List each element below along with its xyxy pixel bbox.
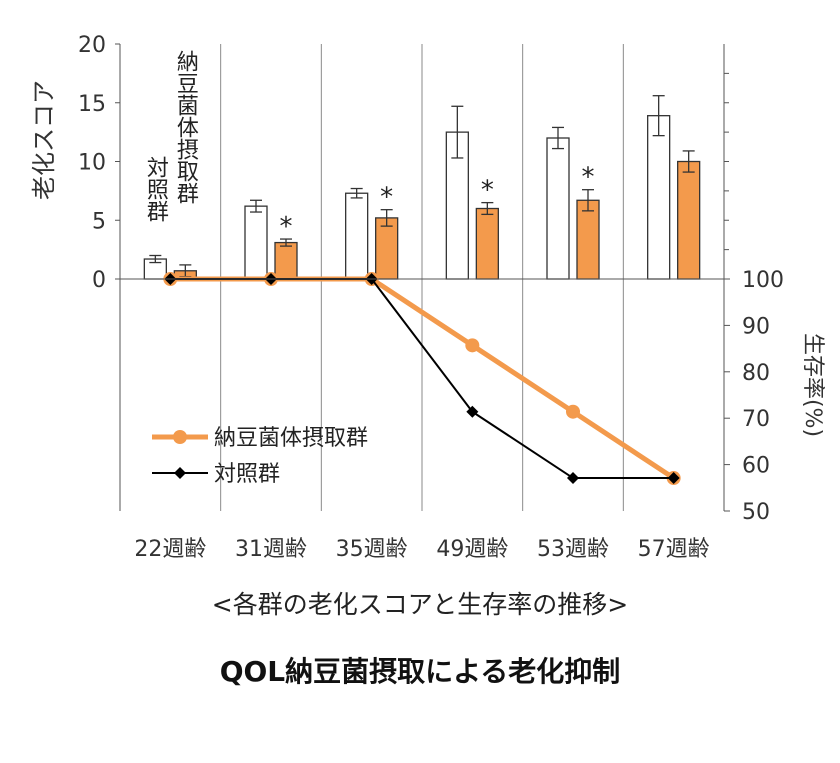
score-tick-label: 20 (78, 33, 106, 58)
survival-axis-label: 生存率(%) (800, 333, 825, 437)
axes (115, 43, 730, 512)
chart-subtitle: <各群の老化スコアと生存率の推移> (211, 590, 629, 619)
survival-point (567, 472, 579, 485)
significance-mark: * (481, 176, 494, 206)
bar (345, 192, 369, 280)
survival-tick-label: 100 (742, 268, 784, 293)
survival-point (466, 405, 479, 418)
legend-marker (174, 467, 186, 479)
category-label: 35週齢 (336, 537, 408, 562)
survival-point (566, 404, 580, 419)
significance-mark: * (380, 183, 393, 213)
bar (677, 160, 701, 280)
score-tick-label: 10 (78, 151, 106, 176)
category-label: 53週齢 (537, 537, 609, 562)
category-label: 22週齢 (134, 537, 206, 562)
vertical-gridlines (220, 44, 624, 511)
survival-tick-label: 60 (742, 454, 770, 479)
category-label: 49週齢 (436, 537, 508, 562)
survival-tick-label: 50 (742, 500, 770, 525)
category-label: 31週齢 (235, 537, 307, 562)
bar (546, 137, 570, 280)
significance-mark: * (280, 212, 293, 242)
survival-tick-label: 90 (742, 314, 770, 339)
bar (576, 199, 600, 280)
bar (647, 115, 671, 280)
bar (244, 205, 268, 280)
bar-series: * * * * (143, 95, 701, 280)
bar (375, 217, 399, 280)
score-axis-label: 老化スコア (30, 80, 58, 200)
score-tick-label: 5 (92, 209, 106, 234)
bar-label-natto: 納豆菌体摂取群 (173, 50, 199, 204)
category-label: 57週齢 (638, 537, 710, 562)
score-tick-label: 15 (78, 92, 106, 117)
survival-tick-label: 80 (742, 361, 770, 386)
survival-point (667, 472, 680, 485)
significance-mark: * (582, 163, 595, 193)
bar (475, 207, 499, 280)
legend-label: 納豆菌体摂取群 (214, 426, 368, 451)
figure-title: QOL納豆菌摂取による老化抑制 (219, 655, 621, 688)
legend-label: 対照群 (214, 462, 280, 487)
bar (274, 241, 298, 280)
survival-tick-label: 70 (742, 407, 770, 432)
bar-label-control: 対照群 (143, 156, 169, 222)
survival-point (465, 338, 480, 353)
legend-marker (173, 430, 187, 444)
score-tick-label: 0 (92, 268, 106, 293)
